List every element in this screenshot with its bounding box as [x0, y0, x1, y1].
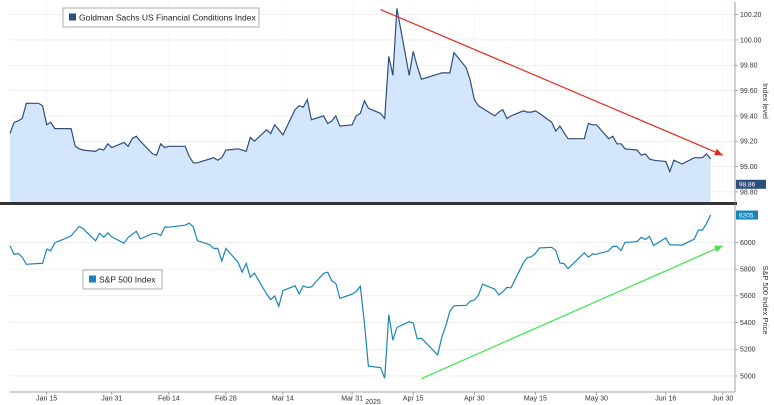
panel-divider	[0, 202, 737, 205]
fci-y-axis-ticks: 98.80 99.00 99.20 99.40 99.60 99.80 100.00 100.…	[735, 12, 762, 196]
fci-downtrend-arrowhead	[714, 148, 723, 156]
fci-y-tick-label: 99.00	[740, 164, 758, 171]
fci-legend: Goldman Sachs US Financial Conditions In…	[62, 7, 260, 28]
fci-y-tick-label: 100.20	[740, 12, 762, 19]
spx-y-tick-label: 5600	[740, 293, 756, 300]
spx-series-line	[9, 214, 712, 379]
spx-y-axis-title: S&P 500 Index Price	[761, 265, 770, 334]
fci-legend-swatch	[69, 13, 76, 21]
spx-y-tick-label: 5400	[740, 320, 756, 327]
spx-legend-box	[82, 269, 163, 290]
x-tick-label: Jan 31	[101, 396, 122, 403]
fci-downtrend-arrow	[380, 9, 724, 156]
spx-y-tick-label: 5800	[740, 267, 756, 274]
fci-y-tick-label: 98.80	[740, 189, 758, 196]
x-tick-label: Jun 16	[655, 396, 676, 403]
fci-y-tick-label: 100.00	[740, 37, 762, 44]
x-axis-year-label: 2025	[365, 399, 381, 405]
spx-panel: 5000 5200 5400 5600 5800 6000 S&P 500 Index P…	[9, 210, 770, 380]
x-tick-label: May 30	[585, 396, 608, 403]
x-tick-label: Apr 30	[464, 396, 485, 403]
fci-y-tick-label: 99.80	[740, 63, 758, 70]
x-tick-label: Mar 14	[272, 396, 294, 403]
x-axis-ticks: Jan 15 Jan 31 Feb 14 Feb 28 Mar 14 Mar 31 Apr …	[36, 392, 733, 403]
fci-legend-label: Goldman Sachs US Financial Conditions In…	[79, 13, 256, 23]
fci-y-tick-label: 99.60	[740, 88, 758, 95]
spx-y-axis-ticks: 5000 5200 5400 5600 5800 6000	[735, 240, 756, 380]
spx-y-tick-label: 5000	[740, 373, 756, 380]
x-axis: Jan 15 Jan 31 Feb 14 Feb 28 Mar 14 Mar 31 Apr …	[10, 391, 735, 405]
x-tick-label: Apr 15	[403, 396, 424, 403]
spx-uptrend-arrowhead	[714, 245, 723, 253]
fci-panel: 98.80 99.00 99.20 99.40 99.60 99.80 100.00 100.…	[9, 2, 770, 202]
x-tick-label: Feb 28	[215, 396, 237, 403]
spx-gridlines	[10, 242, 735, 377]
x-tick-label: Mar 31	[341, 396, 363, 403]
x-tick-label: Jun 30	[712, 396, 733, 403]
spx-uptrend-arrow	[421, 245, 724, 380]
spx-y-tick-label: 5200	[740, 347, 756, 354]
x-tick-label: May 15	[524, 396, 547, 403]
spx-legend-swatch	[89, 275, 96, 283]
fci-area-fill	[10, 8, 711, 202]
x-tick-label: Jan 15	[36, 396, 57, 403]
fci-y-tick-label: 99.40	[740, 113, 758, 120]
fci-legend-box	[62, 7, 260, 28]
spx-legend-label: S&P 500 Index	[99, 275, 156, 285]
fci-y-axis-title: Index level	[761, 83, 770, 119]
fci-y-tick-label: 99.20	[740, 139, 758, 146]
fci-last-value-text: 98.86	[739, 182, 756, 189]
fci-last-value-badge	[736, 179, 766, 189]
spx-last-value-badge	[736, 210, 758, 220]
spx-last-value-text: 6205	[739, 212, 754, 219]
spx-y-tick-label: 6000	[740, 240, 756, 247]
fci-series-line	[9, 8, 712, 174]
spx-legend: S&P 500 Index	[82, 269, 163, 290]
x-tick-label: Feb 14	[158, 396, 180, 403]
